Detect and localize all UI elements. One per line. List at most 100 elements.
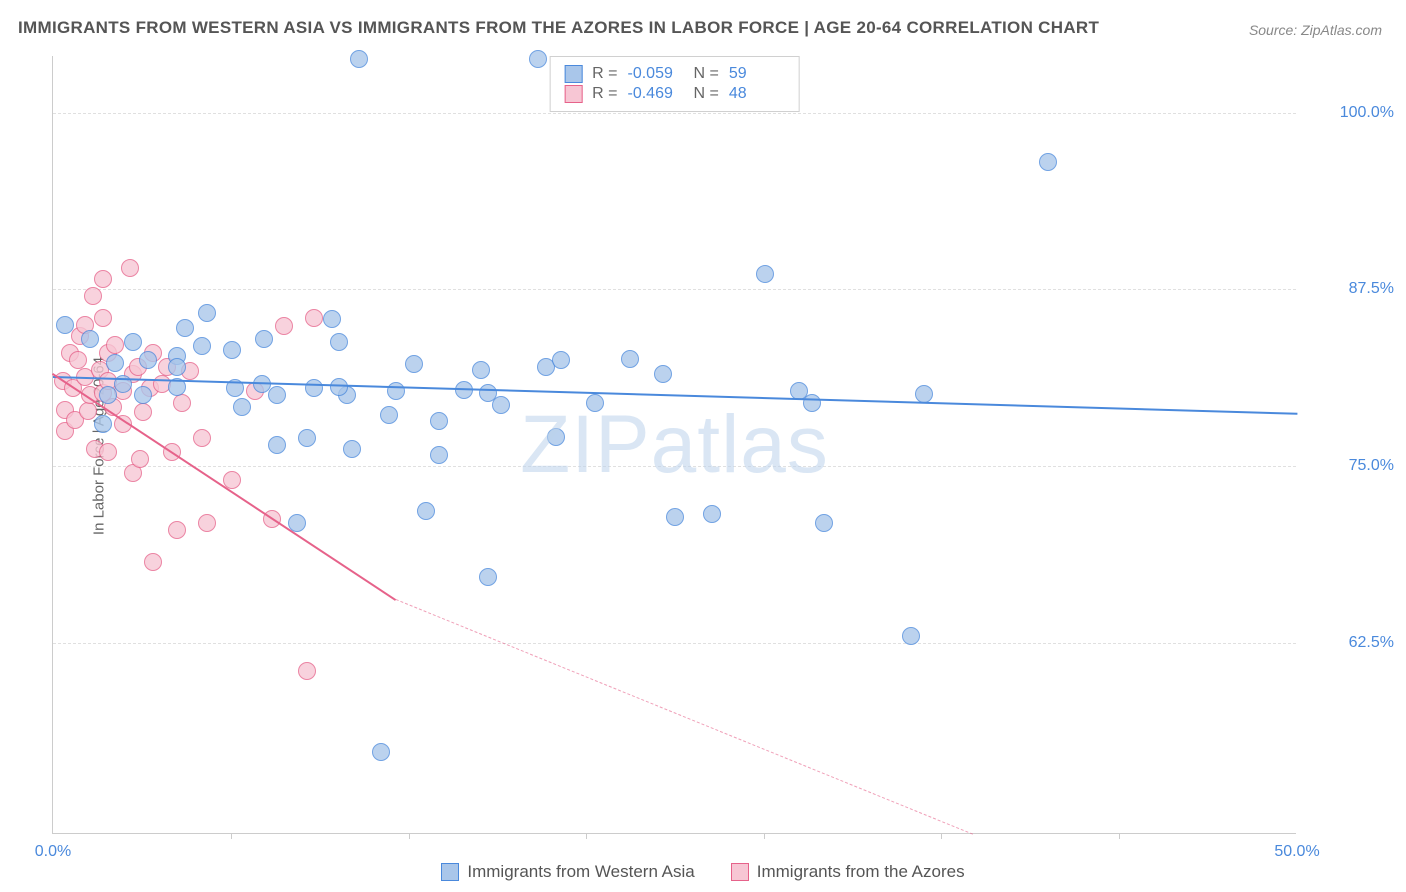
data-point — [233, 398, 251, 416]
data-point — [69, 351, 87, 369]
data-point — [168, 521, 186, 539]
data-point — [387, 382, 405, 400]
data-point — [305, 309, 323, 327]
data-point — [193, 429, 211, 447]
n-value: 48 — [729, 85, 785, 103]
data-point — [173, 394, 191, 412]
data-point — [168, 358, 186, 376]
data-point — [803, 394, 821, 412]
data-point — [134, 386, 152, 404]
legend-bottom: Immigrants from Western Asia Immigrants f… — [0, 862, 1406, 886]
data-point — [343, 440, 361, 458]
data-point — [915, 385, 933, 403]
data-point — [268, 386, 286, 404]
data-point — [472, 361, 490, 379]
y-tick-label: 87.5% — [1304, 280, 1394, 298]
x-tick — [409, 833, 410, 839]
watermark: ZIPatlas — [520, 398, 829, 492]
y-tick-label: 75.0% — [1304, 457, 1394, 475]
trendline — [52, 373, 396, 601]
y-tick-label: 62.5% — [1304, 634, 1394, 652]
legend-swatch — [564, 65, 582, 83]
data-point — [99, 386, 117, 404]
data-point — [330, 378, 348, 396]
source-attribution: Source: ZipAtlas.com — [1249, 22, 1382, 38]
data-point — [99, 443, 117, 461]
n-value: 59 — [729, 65, 785, 83]
x-tick — [231, 833, 232, 839]
x-tick — [1119, 833, 1120, 839]
data-point — [492, 396, 510, 414]
data-point — [547, 428, 565, 446]
data-point — [621, 350, 639, 368]
data-point — [586, 394, 604, 412]
data-point — [131, 450, 149, 468]
data-point — [430, 412, 448, 430]
data-point — [106, 336, 124, 354]
data-point — [198, 304, 216, 322]
gridline — [53, 289, 1296, 290]
chart-title: IMMIGRANTS FROM WESTERN ASIA VS IMMIGRAN… — [18, 18, 1099, 38]
data-point — [902, 627, 920, 645]
y-tick-label: 100.0% — [1304, 104, 1394, 122]
gridline — [53, 643, 1296, 644]
data-point — [529, 50, 547, 68]
data-point — [430, 446, 448, 464]
data-point — [405, 355, 423, 373]
data-point — [134, 403, 152, 421]
data-point — [1039, 153, 1057, 171]
legend-label: Immigrants from the Azores — [757, 862, 965, 882]
x-tick — [941, 833, 942, 839]
legend-stat-row: R = -0.059 N = 59 — [564, 65, 785, 83]
data-point — [84, 287, 102, 305]
data-point — [193, 337, 211, 355]
data-point — [94, 309, 112, 327]
legend-swatch — [441, 863, 459, 881]
n-label: N = — [694, 85, 719, 103]
data-point — [298, 429, 316, 447]
legend-swatch — [564, 85, 582, 103]
legend-item: Immigrants from Western Asia — [441, 862, 694, 882]
data-point — [479, 568, 497, 586]
data-point — [176, 319, 194, 337]
data-point — [654, 365, 672, 383]
data-point — [79, 402, 97, 420]
data-point — [323, 310, 341, 328]
data-point — [275, 317, 293, 335]
data-point — [666, 508, 684, 526]
legend-swatch — [731, 863, 749, 881]
data-point — [255, 330, 273, 348]
data-point — [417, 502, 435, 520]
data-point — [372, 743, 390, 761]
data-point — [81, 330, 99, 348]
legend-label: Immigrants from Western Asia — [467, 862, 694, 882]
gridline — [53, 466, 1296, 467]
r-label: R = — [592, 65, 617, 83]
data-point — [144, 553, 162, 571]
data-point — [815, 514, 833, 532]
r-value: -0.469 — [628, 85, 684, 103]
data-point — [305, 379, 323, 397]
x-tick — [764, 833, 765, 839]
data-point — [350, 50, 368, 68]
data-point — [330, 333, 348, 351]
x-tick — [586, 833, 587, 839]
plot-area: ZIPatlas R =-0.059N =59R =-0.469N =48 62… — [52, 56, 1296, 834]
data-point — [94, 270, 112, 288]
data-point — [552, 351, 570, 369]
data-point — [223, 341, 241, 359]
r-label: R = — [592, 85, 617, 103]
x-tick-label: 0.0% — [35, 843, 71, 861]
legend-stat-row: R = -0.469 N = 48 — [564, 85, 785, 103]
data-point — [703, 505, 721, 523]
data-point — [121, 259, 139, 277]
data-point — [56, 316, 74, 334]
data-point — [198, 514, 216, 532]
r-value: -0.059 — [628, 65, 684, 83]
n-label: N = — [694, 65, 719, 83]
data-point — [124, 333, 142, 351]
legend-item: Immigrants from the Azores — [731, 862, 965, 882]
x-tick-label: 50.0% — [1274, 843, 1319, 861]
legend-stats: R = -0.059 N = 59 R = -0.469 N = 48 — [549, 56, 800, 112]
data-point — [139, 351, 157, 369]
